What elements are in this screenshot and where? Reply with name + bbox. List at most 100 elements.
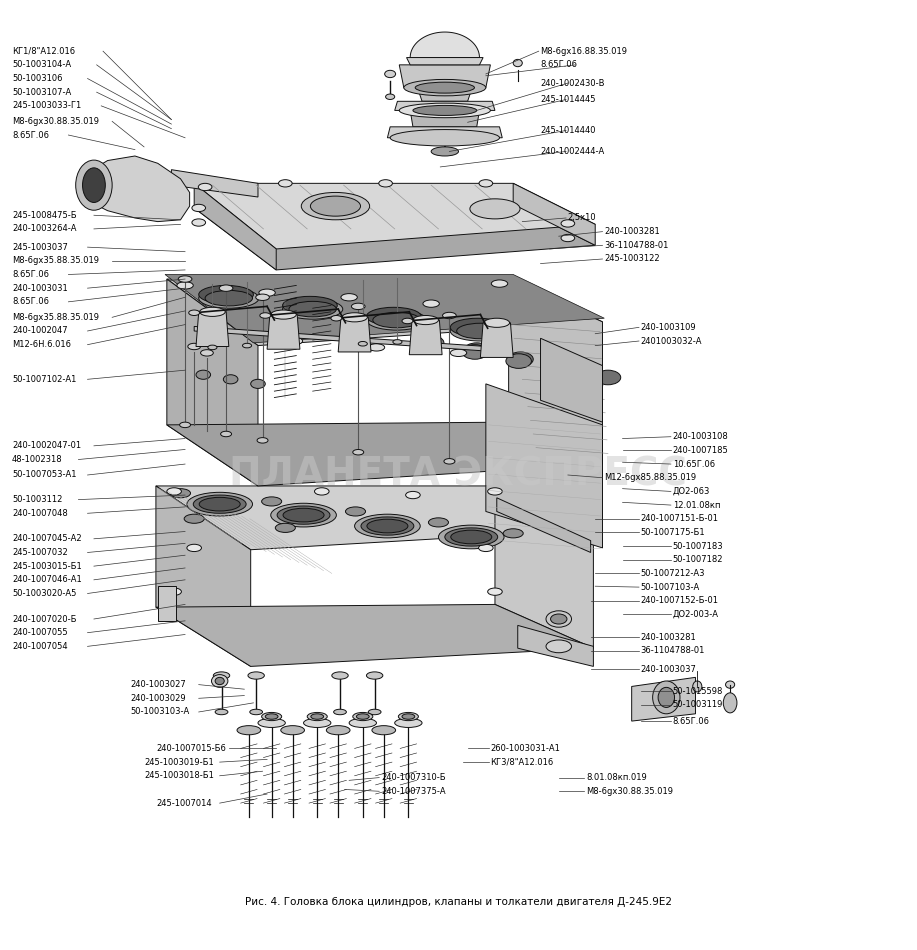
- Text: 245-1003019-Б1: 245-1003019-Б1: [144, 757, 214, 767]
- Ellipse shape: [259, 289, 275, 296]
- Ellipse shape: [372, 726, 395, 734]
- Polygon shape: [486, 384, 602, 548]
- Text: 240-1007015-Б6: 240-1007015-Б6: [156, 744, 226, 753]
- Text: М8-6gх30.88.35.019: М8-6gх30.88.35.019: [586, 787, 673, 796]
- Text: 240-1007020-Б: 240-1007020-Б: [12, 615, 76, 623]
- Polygon shape: [495, 486, 593, 648]
- Ellipse shape: [479, 180, 492, 187]
- Polygon shape: [406, 58, 483, 65]
- Text: 50-1007102-А1: 50-1007102-А1: [12, 375, 76, 384]
- Ellipse shape: [281, 726, 304, 734]
- Ellipse shape: [201, 350, 214, 356]
- Text: 245-1003122: 245-1003122: [604, 255, 660, 263]
- Ellipse shape: [361, 517, 414, 535]
- Text: 8.65Г.06: 8.65Г.06: [12, 297, 49, 306]
- Ellipse shape: [418, 335, 444, 351]
- Ellipse shape: [369, 710, 381, 714]
- Ellipse shape: [514, 60, 523, 66]
- Text: М12-6gх85.88.35.019: М12-6gх85.88.35.019: [604, 473, 696, 483]
- Ellipse shape: [189, 310, 200, 315]
- Ellipse shape: [167, 588, 182, 596]
- Ellipse shape: [479, 544, 493, 552]
- Text: 240-1007046-А1: 240-1007046-А1: [12, 576, 82, 584]
- Ellipse shape: [289, 301, 337, 317]
- Polygon shape: [481, 323, 514, 357]
- Ellipse shape: [275, 523, 295, 532]
- Ellipse shape: [261, 497, 282, 506]
- Ellipse shape: [405, 491, 420, 499]
- Polygon shape: [267, 314, 300, 350]
- Ellipse shape: [379, 180, 392, 187]
- Ellipse shape: [488, 588, 503, 596]
- Text: 10.65Г.06: 10.65Г.06: [673, 460, 715, 468]
- Ellipse shape: [193, 495, 246, 513]
- Polygon shape: [410, 110, 480, 127]
- Ellipse shape: [431, 147, 458, 156]
- Polygon shape: [497, 498, 591, 553]
- Ellipse shape: [503, 529, 524, 538]
- Text: 240-1003029: 240-1003029: [130, 694, 186, 703]
- Ellipse shape: [346, 507, 366, 516]
- Polygon shape: [632, 677, 695, 721]
- Text: 50-1007183: 50-1007183: [673, 542, 724, 551]
- Ellipse shape: [83, 168, 105, 202]
- Polygon shape: [194, 204, 595, 270]
- Ellipse shape: [398, 712, 418, 721]
- Polygon shape: [540, 338, 602, 422]
- Polygon shape: [167, 279, 602, 346]
- Ellipse shape: [224, 374, 238, 384]
- Polygon shape: [156, 486, 250, 666]
- Text: 8.65Г.06: 8.65Г.06: [12, 130, 49, 140]
- Ellipse shape: [355, 514, 420, 538]
- Polygon shape: [338, 317, 371, 352]
- Text: 240-1007045-А2: 240-1007045-А2: [12, 534, 82, 543]
- Text: 245-1003015-Б1: 245-1003015-Б1: [12, 561, 82, 571]
- Ellipse shape: [462, 345, 488, 359]
- Ellipse shape: [177, 282, 193, 289]
- Ellipse shape: [271, 310, 296, 319]
- Ellipse shape: [451, 530, 492, 543]
- Text: 240-1003264-А: 240-1003264-А: [12, 224, 76, 234]
- Ellipse shape: [188, 343, 201, 350]
- Ellipse shape: [550, 614, 567, 624]
- Ellipse shape: [413, 315, 438, 325]
- Ellipse shape: [561, 235, 575, 241]
- Text: 8.65Г.06: 8.65Г.06: [540, 61, 578, 69]
- Ellipse shape: [332, 672, 348, 679]
- Polygon shape: [81, 156, 190, 221]
- Polygon shape: [399, 65, 491, 87]
- Polygon shape: [194, 183, 276, 270]
- Polygon shape: [171, 170, 258, 197]
- Ellipse shape: [326, 726, 350, 734]
- Text: 240-1003037: 240-1003037: [641, 665, 697, 674]
- Text: 240-1007151-Б-01: 240-1007151-Б-01: [641, 514, 719, 523]
- Ellipse shape: [208, 345, 217, 350]
- Ellipse shape: [256, 294, 270, 300]
- Ellipse shape: [438, 525, 504, 549]
- Ellipse shape: [167, 487, 182, 495]
- Text: 245-1007032: 245-1007032: [12, 548, 68, 557]
- Ellipse shape: [302, 193, 370, 219]
- Polygon shape: [514, 183, 595, 245]
- Polygon shape: [167, 422, 602, 486]
- Ellipse shape: [450, 318, 505, 336]
- Polygon shape: [156, 604, 593, 666]
- Polygon shape: [158, 586, 176, 621]
- Ellipse shape: [561, 219, 575, 227]
- Text: 240-1003031: 240-1003031: [12, 284, 68, 293]
- Ellipse shape: [260, 313, 271, 318]
- Ellipse shape: [390, 129, 500, 146]
- Ellipse shape: [402, 713, 414, 719]
- Ellipse shape: [277, 506, 330, 524]
- Ellipse shape: [450, 321, 511, 341]
- Ellipse shape: [385, 94, 394, 100]
- Text: 240-1003108: 240-1003108: [673, 432, 728, 441]
- Text: 50-1003103-А: 50-1003103-А: [130, 708, 190, 716]
- Ellipse shape: [279, 180, 293, 187]
- Polygon shape: [417, 87, 472, 102]
- Text: 245-1008475-Б: 245-1008475-Б: [12, 211, 76, 219]
- Ellipse shape: [464, 343, 490, 357]
- Ellipse shape: [423, 300, 439, 307]
- Ellipse shape: [215, 710, 228, 714]
- Text: 245-1007014: 245-1007014: [156, 799, 212, 807]
